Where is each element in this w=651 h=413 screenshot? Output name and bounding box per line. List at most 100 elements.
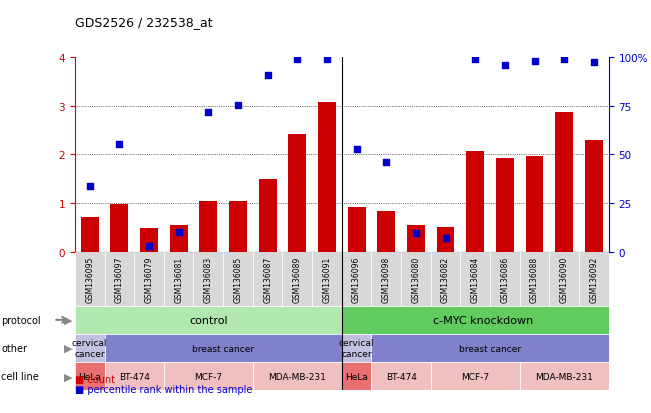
- Text: breast cancer: breast cancer: [459, 344, 521, 353]
- Bar: [229, 201, 247, 252]
- Text: cervical
cancer: cervical cancer: [339, 339, 374, 358]
- Bar: [342, 252, 372, 306]
- Bar: [164, 252, 193, 306]
- Bar: [75, 334, 105, 362]
- Point: [589, 59, 599, 66]
- Text: MCF-7: MCF-7: [461, 372, 490, 381]
- Bar: [253, 362, 342, 390]
- Point: [470, 57, 480, 64]
- Bar: [170, 225, 187, 252]
- Bar: [283, 252, 312, 306]
- Point: [173, 230, 184, 236]
- Bar: [105, 362, 164, 390]
- Text: GSM136092: GSM136092: [589, 256, 598, 302]
- Bar: [193, 252, 223, 306]
- Text: MDA-MB-231: MDA-MB-231: [268, 372, 326, 381]
- Bar: [111, 205, 128, 252]
- Bar: [372, 334, 609, 362]
- Bar: [312, 252, 342, 306]
- Bar: [81, 217, 98, 252]
- Text: GSM136088: GSM136088: [530, 256, 539, 302]
- Bar: [431, 252, 460, 306]
- Bar: [75, 252, 105, 306]
- Text: MDA-MB-231: MDA-MB-231: [535, 372, 593, 381]
- Bar: [199, 201, 217, 252]
- Text: GSM136091: GSM136091: [322, 256, 331, 302]
- Point: [292, 57, 303, 64]
- Bar: [431, 362, 519, 390]
- Text: ▶: ▶: [64, 343, 72, 353]
- Text: BT-474: BT-474: [118, 372, 150, 381]
- Text: GSM136098: GSM136098: [381, 256, 391, 302]
- Text: c-MYC knockdown: c-MYC knockdown: [432, 315, 533, 325]
- Text: GSM136086: GSM136086: [501, 256, 509, 302]
- Text: GSM136081: GSM136081: [174, 256, 183, 302]
- Bar: [318, 102, 336, 252]
- Bar: [288, 135, 306, 252]
- Bar: [75, 362, 105, 390]
- Text: ■ percentile rank within the sample: ■ percentile rank within the sample: [75, 385, 252, 394]
- Bar: [258, 179, 277, 252]
- Bar: [105, 252, 134, 306]
- Point: [440, 235, 450, 242]
- Text: BT-474: BT-474: [385, 372, 417, 381]
- Bar: [437, 227, 454, 252]
- Text: GDS2526 / 232538_at: GDS2526 / 232538_at: [75, 16, 212, 29]
- Text: GSM136087: GSM136087: [263, 256, 272, 302]
- Point: [85, 183, 95, 190]
- Text: HeLa: HeLa: [78, 372, 101, 381]
- Text: ■ count: ■ count: [75, 374, 115, 384]
- Point: [352, 146, 362, 152]
- Text: breast cancer: breast cancer: [192, 344, 254, 353]
- Bar: [555, 112, 573, 252]
- Bar: [525, 157, 544, 252]
- Text: cell line: cell line: [1, 371, 39, 381]
- Point: [233, 102, 243, 109]
- Text: GSM136083: GSM136083: [204, 256, 213, 302]
- Text: GSM136082: GSM136082: [441, 256, 450, 302]
- Bar: [342, 334, 372, 362]
- Bar: [496, 159, 514, 252]
- Text: control: control: [189, 315, 228, 325]
- Bar: [105, 334, 342, 362]
- Text: ▶: ▶: [64, 315, 72, 325]
- Bar: [348, 208, 365, 252]
- Point: [203, 109, 214, 116]
- Bar: [342, 362, 372, 390]
- Bar: [519, 362, 609, 390]
- Bar: [164, 362, 253, 390]
- Text: HeLa: HeLa: [345, 372, 368, 381]
- Point: [411, 230, 421, 237]
- Text: GSM136080: GSM136080: [411, 256, 421, 302]
- Text: GSM136085: GSM136085: [234, 256, 242, 302]
- Text: cervical
cancer: cervical cancer: [72, 339, 107, 358]
- Bar: [549, 252, 579, 306]
- Bar: [134, 252, 164, 306]
- Text: GSM136089: GSM136089: [293, 256, 302, 302]
- Point: [381, 159, 391, 166]
- Bar: [372, 252, 401, 306]
- Bar: [407, 225, 425, 252]
- Bar: [490, 252, 519, 306]
- Text: GSM136097: GSM136097: [115, 256, 124, 302]
- Point: [559, 57, 570, 64]
- Point: [529, 58, 540, 65]
- Point: [262, 73, 273, 80]
- Bar: [579, 252, 609, 306]
- Text: MCF-7: MCF-7: [194, 372, 223, 381]
- Bar: [378, 211, 395, 252]
- Text: other: other: [1, 343, 27, 353]
- Point: [500, 63, 510, 69]
- Bar: [342, 306, 624, 334]
- Text: ▶: ▶: [64, 371, 72, 381]
- Point: [322, 57, 332, 64]
- Bar: [466, 152, 484, 252]
- Bar: [223, 252, 253, 306]
- Bar: [253, 252, 283, 306]
- Point: [144, 243, 154, 250]
- Bar: [460, 252, 490, 306]
- Bar: [585, 140, 603, 252]
- Bar: [401, 252, 431, 306]
- Bar: [75, 306, 342, 334]
- Text: GSM136084: GSM136084: [471, 256, 480, 302]
